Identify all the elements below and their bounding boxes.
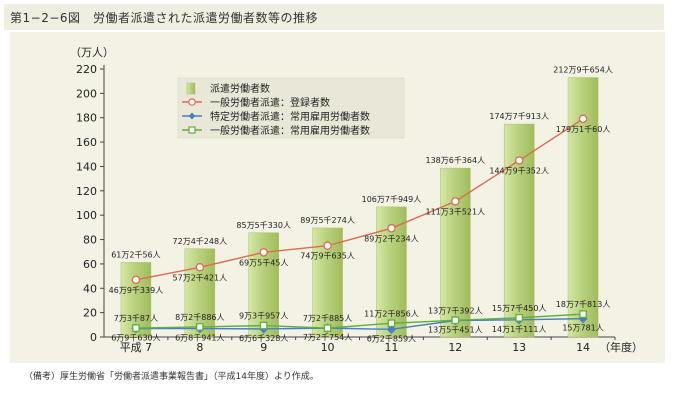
point-marker <box>579 310 587 318</box>
data-label: 57万2千421人 <box>173 272 228 282</box>
x-tick-label: 8 <box>196 341 203 354</box>
y-tick-label: 0 <box>90 331 97 344</box>
data-label: 138万6千364人 <box>425 155 485 165</box>
data-label: 69万5千45人 <box>239 257 288 267</box>
data-label: 6万6千328人 <box>239 333 288 343</box>
point-marker <box>451 197 460 206</box>
legend-swatch-bar <box>186 82 196 95</box>
point-marker <box>323 324 332 332</box>
data-label: 74万9千635人 <box>300 251 355 261</box>
point-marker <box>131 275 141 285</box>
point-marker <box>386 324 397 335</box>
point-marker <box>195 263 205 272</box>
legend-label: 派遣労働者数 <box>210 82 270 95</box>
data-label: 8万2千886人 <box>175 312 224 322</box>
data-label: 212万9千654人 <box>553 65 613 75</box>
x-axis-title: （年度） <box>599 340 643 354</box>
y-tick-label: 160 <box>76 136 97 149</box>
y-tick-label: 140 <box>76 160 97 173</box>
data-label: 46万9千339人 <box>109 285 164 295</box>
y-tick-label: 20 <box>83 307 97 320</box>
data-label: 106万7千949人 <box>362 194 422 204</box>
x-tick-label: 10 <box>321 341 335 354</box>
chart-lines <box>131 114 588 335</box>
x-tick-label: 13 <box>512 341 526 354</box>
point-marker <box>387 224 396 233</box>
data-label: 6万8千941人 <box>175 333 224 343</box>
chart-data-labels: 61万2千56人 72万4千248人 85万5千330人 89万5千274人 106万7… <box>109 65 613 344</box>
x-tick-label: 14 <box>576 341 590 354</box>
chart-bars <box>120 77 599 338</box>
legend-marker <box>188 112 196 120</box>
y-tick-label: 200 <box>76 87 97 100</box>
point-marker <box>323 241 332 250</box>
legend-label: 一般労働者派遣：登録者数 <box>210 96 330 109</box>
y-tick-label: 220 <box>76 63 97 76</box>
series-line <box>135 118 584 281</box>
data-label: 89万5千274人 <box>300 215 355 225</box>
bar <box>440 167 471 338</box>
data-label: 179万1千60人 <box>556 124 611 134</box>
y-tick-label: 60 <box>83 258 97 271</box>
x-tick-label: 12 <box>448 341 462 354</box>
data-label: 89万2千234人 <box>364 233 419 243</box>
data-label: 111万3千521人 <box>425 206 485 216</box>
point-marker <box>451 316 460 325</box>
data-label: 61万2千56人 <box>111 249 160 259</box>
y-tick-label: 80 <box>83 234 97 247</box>
point-marker <box>259 321 268 330</box>
y-tick-label: 100 <box>76 209 97 222</box>
data-label: 72万4千248人 <box>173 236 228 246</box>
data-label: 13万7千392人 <box>428 305 483 315</box>
data-label: 15万7千450人 <box>492 303 547 313</box>
figure-title: 第1−2−6図 労働者派遣された派遣労働者数等の推移 <box>10 11 319 25</box>
legend-label: 一般労働者派遣：常用雇用労働者数 <box>210 124 370 137</box>
y-tick-label: 40 <box>83 282 97 295</box>
data-label: 7万2千885人 <box>303 313 352 323</box>
point-marker <box>132 324 140 332</box>
data-label: 6万9千630人 <box>111 333 160 343</box>
y-tick-label: 180 <box>76 112 97 125</box>
legend-box <box>177 77 405 139</box>
legend-label: 特定労働者派遣：常用雇用労働者数 <box>210 110 370 123</box>
data-label: 9万3千957人 <box>239 311 288 321</box>
data-label: 11万2千856人 <box>364 308 419 318</box>
point-marker <box>195 323 204 331</box>
data-label: 14万1千111人 <box>492 324 547 334</box>
data-label: 174万7千913人 <box>489 111 549 121</box>
data-label: 15万781人 <box>562 324 603 333</box>
series-line <box>135 313 584 329</box>
data-label: 7万3千87人 <box>114 313 158 323</box>
chart-legend: 派遣労働者数一般労働者派遣：登録者数特定労働者派遣：常用雇用労働者数一般労働者派… <box>177 77 405 139</box>
data-label: 85万5千330人 <box>236 220 291 230</box>
x-tick-label: 9 <box>260 341 267 354</box>
data-label: 6万2千859人 <box>367 333 416 343</box>
x-tick-label: 平成 7 <box>120 341 153 354</box>
y-tick-label: 120 <box>76 185 97 198</box>
point-marker <box>578 114 588 124</box>
point-marker <box>259 248 268 257</box>
point-marker <box>387 319 396 328</box>
point-marker <box>514 156 524 165</box>
point-marker <box>515 313 524 322</box>
data-label: 144万9千352人 <box>489 165 549 175</box>
legend-marker <box>188 126 196 134</box>
y-axis-title: （万人） <box>70 46 114 59</box>
source-note: （備考）厚生労働省「労働者派遣事業報告書」（平成14年度）より作成。 <box>24 372 319 382</box>
legend-marker <box>188 98 196 106</box>
series-line <box>135 317 584 331</box>
figure-header: 第1−2−6図 労働者派遣された派遣労働者数等の推移 <box>4 4 664 30</box>
data-label: 7万2千754人 <box>303 332 352 342</box>
data-label: 18万7千813人 <box>556 299 611 309</box>
x-tick-label: 11 <box>384 341 398 354</box>
data-label: 13万5千451人 <box>428 324 483 334</box>
